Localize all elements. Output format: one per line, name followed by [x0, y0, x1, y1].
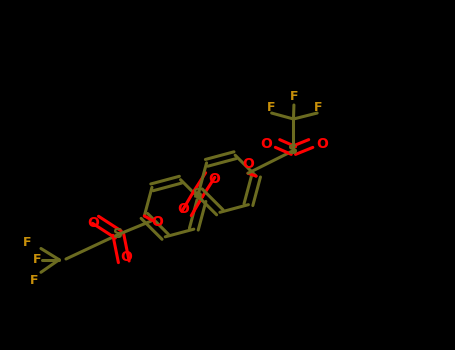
Text: O: O [120, 250, 132, 264]
Text: S: S [288, 144, 298, 158]
Text: O: O [260, 136, 272, 150]
Text: O: O [177, 202, 189, 216]
Text: F: F [290, 90, 298, 103]
Text: F: F [33, 253, 41, 266]
Text: F: F [314, 101, 323, 114]
Text: S: S [113, 228, 123, 241]
Text: F: F [23, 236, 31, 249]
Text: O: O [242, 158, 254, 172]
Text: F: F [30, 273, 38, 287]
Text: F: F [267, 101, 275, 114]
Text: O: O [87, 216, 99, 230]
Text: O: O [208, 172, 220, 186]
Text: O: O [151, 215, 163, 229]
Text: O: O [316, 136, 328, 150]
Text: S: S [193, 187, 203, 201]
